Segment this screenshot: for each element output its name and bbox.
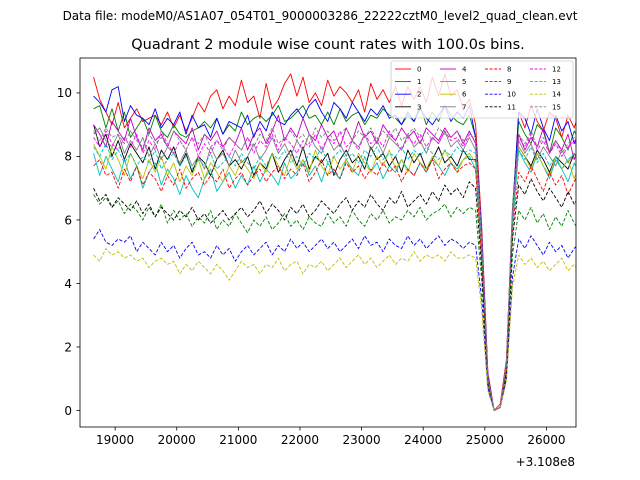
chart-title: Quadrant 2 module wise count rates with … xyxy=(131,37,525,53)
legend-item-5: 5 xyxy=(440,78,466,86)
figure-suptitle: Data file: modeM0/AS1A07_054T01_90000032… xyxy=(63,9,578,23)
legend-label: 9 xyxy=(507,78,511,86)
x-tick-label: 25000 xyxy=(466,433,504,447)
legend-item-1: 1 xyxy=(395,78,421,86)
x-tick-label: 26000 xyxy=(527,433,565,447)
x-tick-label: 21000 xyxy=(219,433,257,447)
x-offset-label: +3.108e8 xyxy=(516,455,575,469)
series-line-0 xyxy=(93,73,576,411)
legend-label: 13 xyxy=(552,78,561,86)
y-tick-label: 4 xyxy=(64,277,72,291)
plot-area xyxy=(93,73,576,411)
legend-item-10: 10 xyxy=(485,91,516,99)
legend-item-7: 7 xyxy=(440,103,466,111)
legend-label: 14 xyxy=(552,91,561,99)
series-line-9 xyxy=(93,194,576,411)
series-line-1 xyxy=(93,105,576,411)
series-line-2 xyxy=(93,86,576,411)
legend-label: 0 xyxy=(417,66,421,74)
legend-label: 12 xyxy=(552,66,561,74)
legend-label: 4 xyxy=(462,66,467,74)
series-line-4 xyxy=(93,114,576,411)
series-line-13 xyxy=(93,143,576,411)
legend-item-2: 2 xyxy=(395,91,421,99)
series-line-7 xyxy=(93,127,576,411)
series-line-8 xyxy=(93,159,576,411)
legend-label: 5 xyxy=(462,78,466,86)
x-tick-label: 23000 xyxy=(342,433,380,447)
legend-item-14: 14 xyxy=(530,91,561,99)
legend-label: 3 xyxy=(417,103,421,111)
series-line-5 xyxy=(93,149,576,411)
series-line-6 xyxy=(93,143,576,411)
series-lines xyxy=(93,73,576,411)
legend-item-15: 15 xyxy=(530,103,561,111)
series-line-12 xyxy=(93,130,576,411)
y-tick-label: 2 xyxy=(64,340,72,354)
axes: 19000 20000 21000 22000 23000 24000 25000 26000… xyxy=(57,57,577,447)
legend-item-6: 6 xyxy=(440,91,467,99)
legend-item-4: 4 xyxy=(440,66,467,74)
y-tick-label: 6 xyxy=(64,213,72,227)
x-tick-label: 22000 xyxy=(281,433,319,447)
legend-item-9: 9 xyxy=(485,78,511,86)
legend-label: 15 xyxy=(552,103,561,111)
series-line-15 xyxy=(93,127,576,411)
x-tick-label: 19000 xyxy=(96,433,134,447)
legend-box xyxy=(390,60,574,119)
series-line-11 xyxy=(93,178,576,411)
y-tick-label: 0 xyxy=(64,404,72,418)
legend-item-12: 12 xyxy=(530,66,561,74)
legend-item-11: 11 xyxy=(485,103,516,111)
legend-label: 1 xyxy=(417,78,421,86)
legend-item-3: 3 xyxy=(395,103,421,111)
legend-label: 2 xyxy=(417,91,421,99)
legend-label: 6 xyxy=(462,91,467,99)
y-tick-label: 8 xyxy=(64,150,72,164)
x-tick-label: 24000 xyxy=(404,433,442,447)
legend-label: 10 xyxy=(507,91,516,99)
series-line-10 xyxy=(93,229,576,411)
legend-item-8: 8 xyxy=(485,66,511,74)
legend-label: 8 xyxy=(507,66,511,74)
legend-item-13: 13 xyxy=(530,78,561,86)
legend-label: 7 xyxy=(462,103,466,111)
legend-label: 11 xyxy=(507,103,516,111)
axes-frame xyxy=(79,57,577,428)
x-tick-label: 20000 xyxy=(158,433,196,447)
legend-item-0: 0 xyxy=(395,66,421,74)
y-tick-label: 10 xyxy=(57,86,72,100)
